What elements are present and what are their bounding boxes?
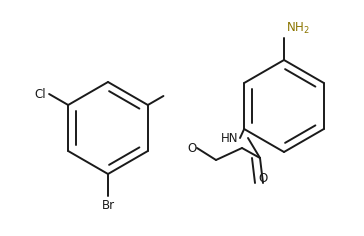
Text: Cl: Cl [35, 88, 46, 101]
Text: O: O [258, 172, 268, 185]
Text: O: O [187, 142, 197, 155]
Text: HN: HN [221, 131, 238, 144]
Text: Br: Br [102, 199, 115, 212]
Text: NH$_2$: NH$_2$ [286, 21, 310, 36]
